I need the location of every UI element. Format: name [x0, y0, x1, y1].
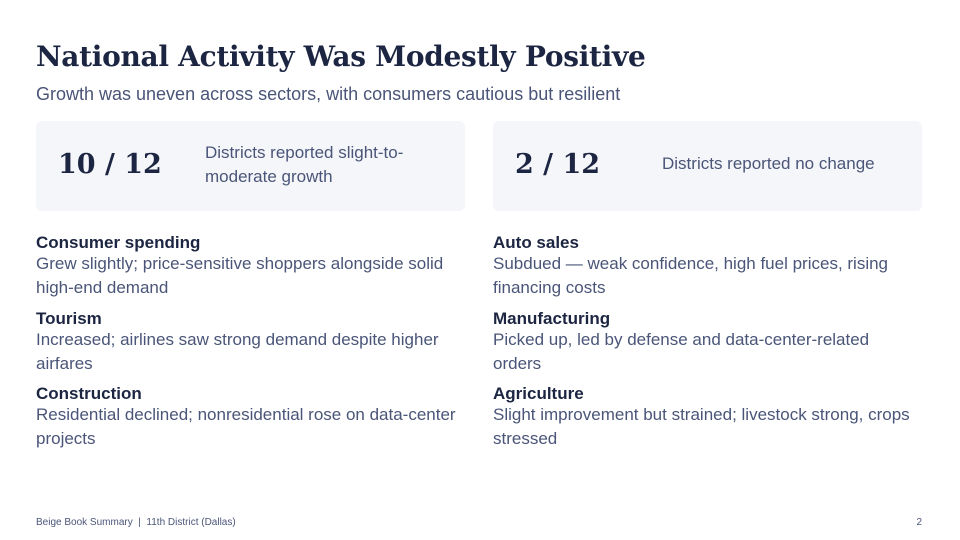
sector-agriculture: Agriculture Slight improvement but strai…	[493, 384, 913, 451]
sector-name: Auto sales	[493, 233, 579, 252]
sector-manufacturing: Manufacturing Picked up, led by defense …	[493, 309, 913, 376]
sector-name: Tourism	[36, 309, 102, 328]
stat-value: 10 / 12	[58, 149, 162, 180]
sector-text: Slight improvement but strained; livesto…	[493, 405, 910, 448]
page-number: 2	[916, 517, 922, 528]
sector-construction: Construction Residential declined; nonre…	[36, 384, 456, 451]
stat-card-growth: 10 / 12 Districts reported slight-to-mod…	[36, 121, 465, 211]
sector-text: Subdued — weak confidence, high fuel pri…	[493, 254, 889, 297]
sector-name: Agriculture	[493, 384, 584, 403]
slide-title: National Activity Was Modestly Positive	[36, 40, 646, 73]
footer-text: Beige Book Summary | 11th District (Dall…	[36, 517, 236, 528]
sector-consumer-spending: Consumer spending Grew slightly; price-s…	[36, 233, 456, 300]
sector-name: Consumer spending	[36, 233, 201, 252]
sector-text: Increased; airlines saw strong demand de…	[36, 330, 439, 373]
sector-auto-sales: Auto sales Subdued — weak confidence, hi…	[493, 233, 913, 300]
sector-tourism: Tourism Increased; airlines saw strong d…	[36, 309, 456, 376]
sector-text: Grew slightly; price-sensitive shoppers …	[36, 254, 444, 297]
sector-text: Picked up, led by defense and data-cente…	[493, 330, 870, 373]
sector-name: Construction	[36, 384, 142, 403]
sector-text: Residential declined; nonresidential ros…	[36, 405, 456, 448]
stat-description: Districts reported slight-to-moderate gr…	[205, 143, 404, 186]
sector-name: Manufacturing	[493, 309, 611, 328]
stat-description: Districts reported no change	[662, 154, 875, 173]
stat-card-no-change: 2 / 12 Districts reported no change	[493, 121, 922, 211]
slide-subtitle: Growth was uneven across sectors, with c…	[36, 84, 621, 104]
stat-value: 2 / 12	[515, 149, 601, 180]
